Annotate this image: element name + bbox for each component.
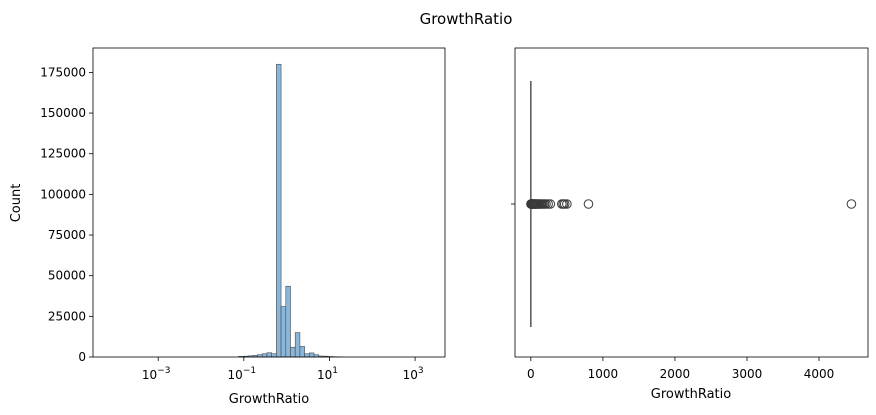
histogram-panel: 10−3 10−1 101 103 0250005000075000100000125…: [9, 47, 446, 407]
histogram-x-tick-label: 10−3: [142, 366, 171, 382]
histogram-x-tick-exponent: −1: [243, 366, 256, 376]
boxplot-outlier-point: [545, 199, 556, 209]
histogram-y-tick-label: 50000: [48, 269, 86, 283]
histogram-y-tick-label: 125000: [40, 147, 86, 161]
histogram-bar: [271, 353, 277, 358]
histogram-x-tick-exponent: 3: [418, 366, 424, 376]
boxplot-outlier-point: [559, 199, 570, 209]
boxplot-x-tick-label: 4000: [804, 367, 835, 381]
histogram-x-tick-label: 101: [317, 366, 338, 382]
histogram-x-tick-base: 10: [403, 368, 418, 382]
boxplot-x-tick-label: 0: [527, 367, 535, 381]
histogram-x-label: GrowthRatio: [229, 392, 309, 407]
boxplot-outlier-point: [541, 199, 551, 209]
histogram-x-tick-base: 10: [228, 368, 243, 382]
histogram-bar: [299, 346, 305, 358]
boxplot-panel: 0 1000 2000 3000 4000 GrowthRatio: [511, 47, 869, 402]
histogram-x-tick-label: 103: [403, 366, 424, 382]
boxplot-x-ticks: 0 1000 2000 3000 4000: [527, 357, 834, 381]
boxplot-outlier-point: [543, 199, 553, 209]
histogram-y-tick-label: 75000: [48, 228, 86, 242]
histogram-x-tick-base: 10: [317, 368, 332, 382]
boxplot-outlier-point: [846, 199, 857, 209]
histogram-bar: [276, 63, 282, 358]
boxplot-x-tick-label: 1000: [588, 367, 619, 381]
histogram-bar: [290, 346, 296, 358]
figure-title: GrowthRatio: [420, 10, 513, 28]
boxplot-outlier-point: [562, 199, 572, 209]
histogram-y-label: Count: [9, 184, 24, 223]
histogram-bar: [285, 285, 291, 358]
histogram-bar: [304, 353, 310, 358]
boxplot-outlier-point: [583, 199, 594, 209]
histogram-y-ticks: 0 25000 50000 75000 100000 125000 150000 175000: [40, 65, 93, 364]
boxplot-axes-frame: [514, 47, 869, 358]
histogram-bar: [294, 332, 301, 358]
boxplot-outliers: [526, 199, 857, 209]
histogram-y-tick-label: 175000: [40, 65, 86, 79]
histogram-x-tick-label: 10−1: [228, 366, 257, 382]
boxplot-x-tick-label: 3000: [732, 367, 763, 381]
histogram-bar: [309, 352, 315, 358]
histogram-x-tick-exponent: −3: [157, 366, 170, 376]
histogram-y-tick-label: 25000: [48, 309, 86, 323]
boxplot-x-label: GrowthRatio: [651, 387, 731, 402]
histogram-y-tick-label: 100000: [40, 187, 86, 201]
boxplot-x-tick-label: 2000: [660, 367, 691, 381]
histogram-bar: [266, 352, 272, 358]
histogram-axes-frame: [92, 47, 446, 358]
histogram-x-tick-exponent: 1: [332, 366, 338, 376]
histogram-y-tick-label: 150000: [40, 106, 86, 120]
histogram-y-tick-label: 0: [78, 350, 86, 364]
histogram-x-ticks: 10−3 10−1 101 103: [142, 357, 424, 382]
histogram-bar: [280, 306, 287, 358]
histogram-bars: [238, 63, 343, 358]
histogram-x-tick-base: 10: [142, 368, 157, 382]
histogram-bar: [261, 353, 268, 358]
